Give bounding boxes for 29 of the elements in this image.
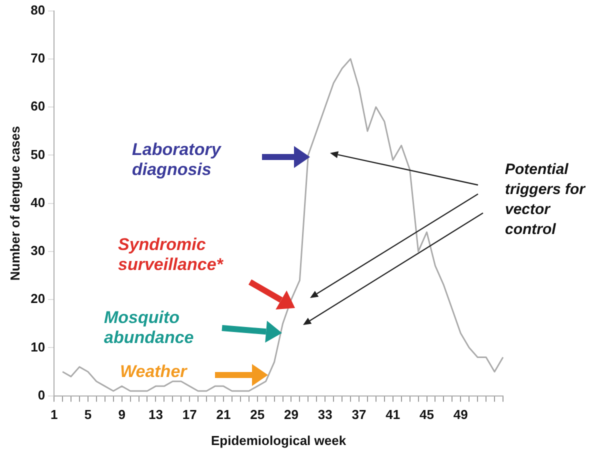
x-tick-label: 5 [84, 407, 92, 422]
y-tick-label: 50 [30, 146, 46, 162]
annotation: Mosquito abundance [104, 308, 195, 348]
y-tick-label: 10 [30, 339, 46, 354]
y-tick-label: 70 [30, 50, 46, 66]
x-tick-label: 25 [250, 407, 265, 422]
x-tick-label: 17 [182, 407, 197, 422]
y-tick-label: 30 [30, 243, 46, 258]
annotation: Syndromic surveillance* [118, 235, 224, 275]
x-tick-label: 37 [352, 407, 366, 422]
x-tick-label: 1 [50, 407, 58, 422]
x-tick-label: 45 [420, 407, 434, 422]
x-tick-label: 13 [148, 407, 163, 422]
y-tick-label: 20 [30, 291, 46, 306]
text: Potential triggers for vector control [505, 160, 587, 240]
y-tick-label: 0 [38, 387, 46, 402]
y-tick-label: 60 [30, 98, 46, 114]
annotation: Weather [120, 362, 188, 382]
y-axis-title: Number of dengue cases [7, 126, 22, 281]
x-tick-label: 49 [453, 407, 468, 422]
x-tick-label: 33 [318, 407, 332, 422]
x-axis-title: Epidemiological week [210, 432, 347, 448]
y-tick-label: 40 [30, 194, 46, 210]
y-tick-label: 80 [30, 2, 46, 18]
x-tick-label: 21 [216, 407, 231, 422]
annotation: Laboratory diagnosis [132, 140, 222, 180]
x-tick-label: 9 [118, 407, 126, 422]
x-tick-label: 29 [284, 407, 298, 422]
x-tick-label: 41 [386, 407, 400, 422]
